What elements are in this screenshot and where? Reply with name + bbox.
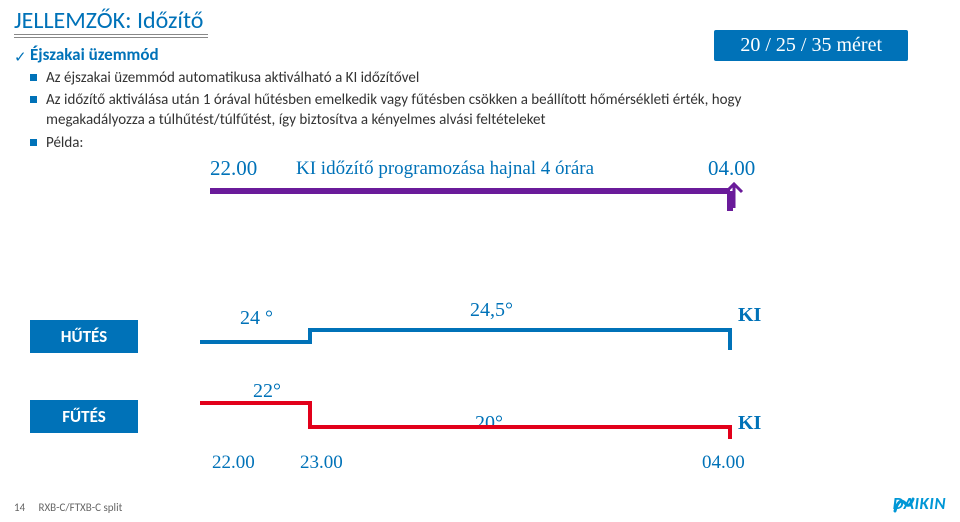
tick-2200: 22.00	[212, 452, 255, 474]
size-badge: 20 / 25 / 35 méret	[714, 30, 908, 61]
cooling-badge: HŰTÉS	[30, 320, 138, 353]
tick-2300: 23.00	[300, 452, 343, 474]
time-start: 22.00	[210, 156, 257, 181]
check-icon: ✓	[14, 48, 27, 67]
heating-badge: FŰTÉS	[30, 400, 138, 433]
bullet-night-mode: Éjszakai üzemmód	[30, 44, 159, 65]
footer-text: RXB-C/FTXB-C split	[39, 501, 123, 514]
bullet-example: Példa:	[46, 133, 806, 153]
daikin-logo: DAIKIN	[893, 493, 946, 514]
bullet-sub2: Az időzítő aktiválása után 1 órával hűté…	[46, 90, 806, 131]
tick-0400: 04.00	[702, 452, 745, 474]
program-label: KI időzítő programozása hajnal 4 órára	[296, 158, 594, 180]
footer: 14 RXB-C/FTXB-C split	[14, 501, 122, 514]
cool-temp2: 24,5°	[470, 299, 513, 322]
cooling-line	[200, 320, 760, 360]
heating-line	[200, 393, 760, 443]
title-underline2	[14, 37, 208, 38]
page-title: JELLEMZŐK: Időzítő	[14, 6, 203, 35]
square-icon	[30, 74, 37, 81]
page-number: 14	[14, 501, 36, 514]
time-end: 04.00	[708, 156, 755, 181]
arrow-up-icon	[722, 180, 746, 208]
square-icon	[30, 139, 37, 146]
square-icon	[30, 96, 37, 103]
logo-icon	[893, 495, 915, 513]
program-bar	[210, 185, 770, 225]
bullet-sub1: Az éjszakai üzemmód automatikusa aktivál…	[46, 68, 806, 88]
title-underline	[14, 34, 208, 35]
